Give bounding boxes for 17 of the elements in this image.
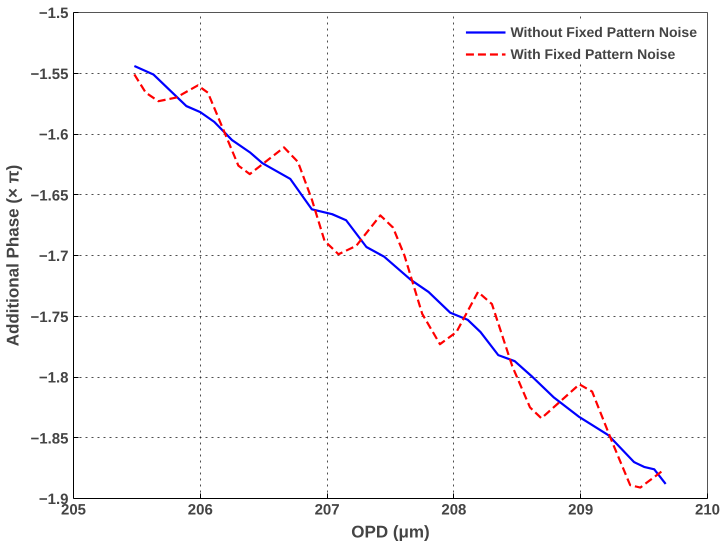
legend-label: Without Fixed Pattern Noise [510, 24, 697, 40]
y-tick-label: −1.65 [30, 187, 69, 204]
x-tick-label: 207 [314, 502, 340, 518]
y-tick-label: −1.8 [38, 370, 69, 386]
x-tick-label: 206 [188, 502, 213, 518]
x-tick-label: 209 [568, 502, 594, 518]
y-tick-label: −1.75 [30, 308, 69, 326]
x-axis-title: OPD (μm) [351, 522, 430, 542]
y-tick-label: −1.5 [38, 5, 69, 22]
y-tick-label: −1.6 [38, 126, 69, 144]
x-tick-label: 210 [694, 502, 720, 518]
legend-label: With Fixed Pattern Noise [510, 46, 676, 62]
y-tick-label: −1.7 [38, 248, 69, 265]
y-axis-title: Additional Phase (× π) [4, 164, 23, 346]
x-tick-label: 208 [441, 502, 466, 518]
y-tick-label: −1.85 [30, 430, 69, 448]
y-tick-label: −1.55 [30, 66, 69, 83]
